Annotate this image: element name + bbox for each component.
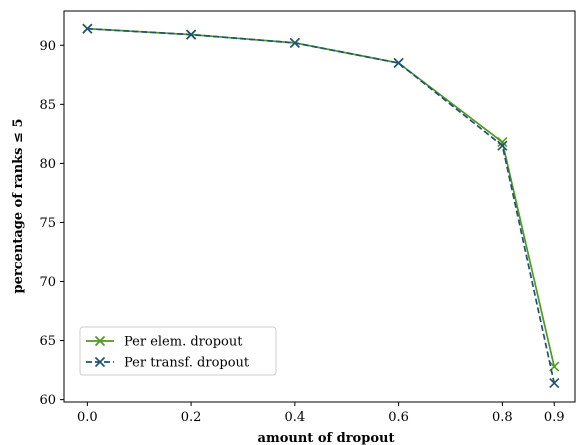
series-line (87, 27, 556, 367)
series-2 (82, 23, 560, 389)
data-point (289, 37, 300, 48)
plot-area: 60 65 70 75 80 85 90 0.0 0.2 0.4 0.6 0.8 0.9 Per elem… (39, 10, 576, 425)
legend-marker (94, 356, 106, 368)
y-tick-label: 85 (39, 98, 56, 113)
y-tick-label: 80 (39, 157, 56, 172)
legend-label: Per transf. dropout (124, 356, 250, 371)
series-1 (82, 23, 560, 372)
data-point (497, 137, 508, 148)
x-tick-label: 0.2 (181, 410, 202, 425)
y-tick-label: 60 (39, 393, 56, 408)
x-tick-label: 0.0 (77, 410, 98, 425)
x-tick-label: 0.8 (492, 410, 513, 425)
legend-label: Per elem. dropout (124, 335, 243, 350)
y-tick-label: 70 (39, 275, 56, 290)
series-line (87, 27, 556, 384)
data-point (82, 23, 93, 34)
y-tick-label: 65 (39, 334, 56, 349)
x-tick-label: 0.9 (544, 410, 565, 425)
x-axis-title: amount of dropout (258, 431, 395, 445)
data-point (393, 57, 404, 69)
legend: Per elem. dropout Per transf. dropout (79, 326, 277, 376)
y-tick-label: 90 (39, 39, 56, 54)
y-tick-label: 75 (39, 216, 56, 231)
data-point (497, 140, 508, 151)
data-point (549, 378, 560, 389)
legend-box (79, 326, 277, 376)
x-tick-label: 0.6 (388, 410, 409, 425)
x-tick-label: 0.4 (285, 410, 306, 425)
data-point (186, 29, 197, 40)
y-axis-title: percentage of ranks ≤ 5 (11, 119, 26, 294)
legend-marker (94, 335, 106, 347)
plot-frame (63, 10, 576, 403)
